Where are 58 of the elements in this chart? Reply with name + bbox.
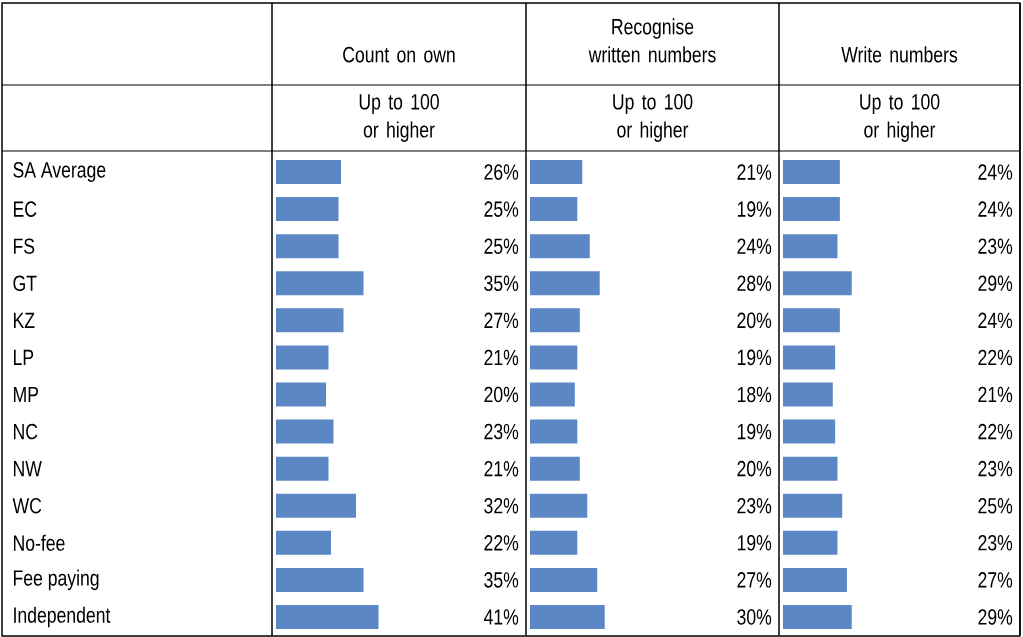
data-label: 20% [737,460,772,477]
data-label: 41% [483,609,519,625]
data-label: 24% [978,312,1013,329]
data-label: 32% [484,497,519,514]
y-tick-label: Independent [14,606,111,628]
data-label: 24% [978,164,1013,180]
data-label: 35% [484,572,519,588]
data-label: 35% [484,275,519,292]
chart-title: Count on own [343,46,455,63]
data-label: 18% [737,386,772,403]
data-label: 21% [484,460,519,477]
data-label: 25% [484,238,519,254]
y-tick-label: FS [13,238,35,254]
data-label: 30% [737,609,772,625]
data-label: 21% [484,349,519,366]
y-tick-label: No-fee [13,534,65,551]
chart-subtitle: Up to 100 or higher [860,94,940,142]
data-label: 19% [737,423,772,440]
data-label: 23% [978,238,1013,254]
data-label: 27% [737,572,772,588]
y-tick-label: Fee paying [13,569,99,591]
data-label: 22% [484,535,519,551]
y-tick-label: NC [13,423,38,440]
data-label: 22% [978,423,1013,440]
data-label: 23% [978,535,1013,551]
data-label: 21% [737,164,772,180]
data-label: 19% [737,349,772,366]
y-tick-label: WC [12,497,42,514]
data-label: 20% [737,312,772,329]
data-label: 24% [737,238,772,254]
chart-subtitle: Up to 100 or higher [613,94,693,142]
data-label: 26% [484,164,519,180]
data-label: 19% [737,535,772,551]
data-label: 27% [484,312,519,329]
y-tick-label: GT [13,275,37,292]
data-label: 23% [978,460,1013,477]
y-tick-label: LP [13,349,34,365]
data-label: 27% [978,572,1013,588]
data-label: 25% [484,201,519,217]
data-label: 20% [484,386,519,403]
data-label: 22% [978,349,1013,366]
data-label: 19% [737,201,772,217]
chart-title: Write numbers [841,46,958,63]
data-label: 21% [978,386,1013,403]
data-label: 24% [978,201,1013,217]
y-tick-label: KZ [13,312,35,328]
data-label: 23% [484,423,519,440]
data-label: 23% [737,497,772,514]
data-label: 25% [978,497,1013,514]
data-label: 29% [978,609,1013,625]
chart-title: Recognise written numbers [588,18,716,63]
data-label: 28% [737,275,772,292]
y-tick-label: MP [13,386,39,403]
y-tick-label: EC [13,201,37,217]
y-tick-label: NW [13,461,42,477]
data-label: 29% [978,275,1013,292]
chart-subtitle: Up to 100 or higher [359,94,439,142]
y-tick-label: SA Average [13,162,106,182]
